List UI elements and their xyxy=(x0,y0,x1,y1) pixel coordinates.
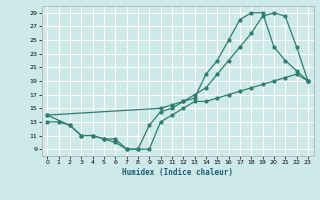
X-axis label: Humidex (Indice chaleur): Humidex (Indice chaleur) xyxy=(122,168,233,177)
